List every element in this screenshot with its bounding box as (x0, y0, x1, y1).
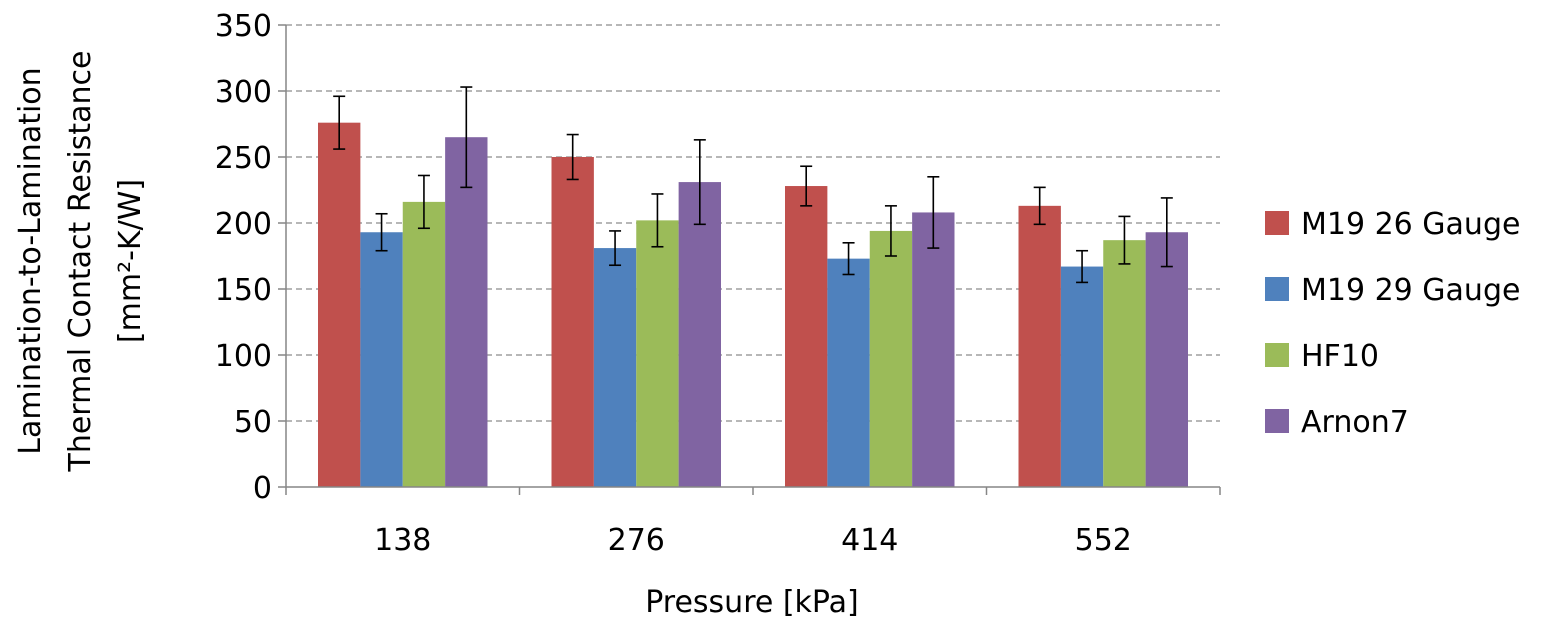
legend: M19 26 Gauge M19 29 Gauge HF10 Arnon7 (1265, 207, 1520, 440)
legend-label: HF10 (1301, 339, 1379, 374)
y-tick-label: 250 (215, 141, 272, 176)
axes (278, 24, 1221, 495)
y-axis-title: Lamination-to-Lamination Thermal Contact … (13, 51, 148, 473)
y-tick-label: 300 (215, 75, 272, 110)
bar (593, 248, 637, 487)
bar (869, 230, 913, 488)
bar (636, 220, 679, 488)
x-tick-label: 138 (374, 523, 431, 558)
legend-swatch (1265, 343, 1289, 367)
bar (678, 182, 721, 487)
bar (402, 201, 446, 487)
y-tick-label: 200 (215, 207, 272, 242)
legend-swatch (1265, 409, 1289, 433)
legend-label: Arnon7 (1301, 405, 1409, 440)
x-tick-label: 276 (608, 523, 665, 558)
x-tick-labels: 138 276 414 552 (374, 523, 1132, 558)
bar (827, 258, 870, 487)
y-tick-label: 350 (215, 9, 272, 44)
bar (551, 157, 594, 487)
y-tick-label: 50 (234, 405, 272, 440)
bar (360, 232, 403, 487)
bar (785, 186, 828, 488)
y-tick-label: 0 (253, 471, 272, 506)
legend-label: M19 26 Gauge (1301, 207, 1520, 242)
y-tick-label: 150 (215, 273, 272, 308)
legend-label: M19 29 Gauge (1301, 273, 1520, 308)
y-axis-title-line: Lamination-to-Lamination (13, 67, 48, 454)
bar (1060, 266, 1104, 487)
bar (1103, 240, 1146, 487)
legend-swatch (1265, 211, 1289, 235)
y-tick-label: 100 (215, 339, 272, 374)
bar (318, 122, 361, 488)
y-axis-title-line: [mm²-K/W] (113, 179, 148, 343)
x-tick-label: 552 (1075, 523, 1132, 558)
bar (1018, 205, 1061, 487)
bar (912, 212, 955, 487)
y-tick-labels: 0 50 100 150 200 250 300 350 (215, 9, 272, 506)
bar (1145, 232, 1188, 487)
error-bars (333, 86, 1173, 284)
x-axis-title: Pressure [kPa] (645, 585, 859, 617)
bars (318, 122, 1188, 488)
y-axis-title-line: Thermal Contact Resistance (63, 51, 98, 473)
legend-swatch (1265, 277, 1289, 301)
bar (445, 137, 488, 487)
x-tick-label: 414 (841, 523, 898, 558)
